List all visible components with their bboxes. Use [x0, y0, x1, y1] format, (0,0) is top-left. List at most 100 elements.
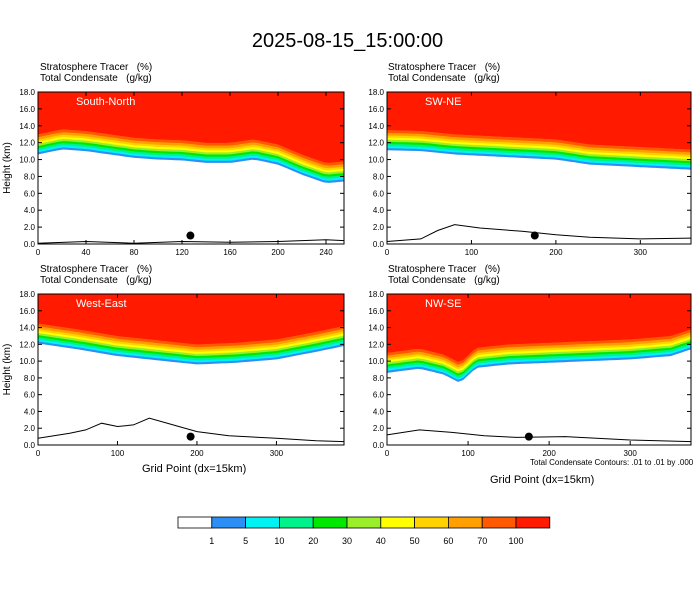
panel-label: NW-SE	[425, 298, 461, 310]
x-tick-label: 300	[624, 449, 638, 458]
x-tick-label: 200	[190, 449, 204, 458]
panel-label: South-North	[76, 96, 135, 108]
tracer-core	[387, 294, 691, 362]
colorbar-label: 50	[410, 536, 420, 546]
plot-frame	[37, 293, 345, 446]
colorbar-label: 20	[308, 536, 318, 546]
colorbar-label: 60	[443, 536, 453, 546]
terrain-line	[37, 417, 345, 443]
panel-label: SW-NE	[425, 96, 461, 108]
y-axis-label: Height (km)	[2, 344, 13, 396]
contour-footnote: Total Condensate Contours: .01 to .01 by…	[530, 458, 694, 467]
y-tick-label: 10.0	[368, 156, 384, 165]
plot-frame	[386, 293, 692, 446]
y-tick-label: 0.0	[24, 441, 36, 450]
main-title: 2025-08-15_15:00:00	[251, 30, 444, 52]
x-tick-label: 100	[111, 449, 125, 458]
y-axis-label: Height (km)	[2, 142, 13, 194]
x-tick-label: 200	[271, 248, 285, 257]
colorbar-label: 100	[508, 536, 523, 546]
x-tick-label: 100	[465, 248, 479, 257]
x-tick-label: 200	[542, 449, 556, 458]
y-tick-label: 8.0	[373, 374, 385, 383]
x-tick-label: 0	[385, 248, 390, 257]
y-tick-label: 8.0	[373, 172, 385, 181]
y-tick-label: 18.0	[368, 290, 384, 299]
tracer-core	[38, 294, 344, 345]
y-tick-label: 14.0	[19, 324, 35, 333]
section-marker	[530, 231, 539, 240]
colorbar-swatch	[515, 516, 551, 529]
x-tick-label: 100	[461, 449, 475, 458]
y-tick-label: 4.0	[24, 407, 36, 416]
caption-condensate: Total Condensate (g/kg)	[40, 73, 152, 84]
y-tick-label: 8.0	[24, 172, 36, 181]
y-tick-label: 6.0	[24, 391, 36, 400]
x-tick-label: 300	[634, 248, 648, 257]
colorbar-label: 70	[477, 536, 487, 546]
y-tick-label: 18.0	[19, 88, 35, 97]
colorbar-swatch	[414, 516, 449, 529]
x-tick-label: 80	[130, 248, 139, 257]
colorbar-label: 30	[342, 536, 352, 546]
colorbar: 1 5 10 20 30 40 50 60 70 100	[177, 516, 551, 546]
x-axis-label: Grid Point (dx=15km)	[490, 474, 595, 486]
y-tick-label: 2.0	[24, 424, 36, 433]
colorbar-label: 5	[243, 536, 248, 546]
plot-frame	[386, 91, 692, 245]
y-tick-label: 16.0	[368, 105, 384, 114]
x-axis-label: Grid Point (dx=15km)	[142, 463, 247, 475]
y-tick-label: 12.0	[19, 139, 35, 148]
section-marker	[186, 231, 195, 240]
y-tick-label: 0.0	[24, 240, 36, 249]
x-tick-label: 240	[319, 248, 333, 257]
caption-condensate: Total Condensate (g/kg)	[388, 73, 500, 84]
colorbar-swatch	[447, 516, 483, 529]
y-tick-label: 8.0	[24, 374, 36, 383]
tracer-core	[38, 92, 344, 163]
y-tick-label: 10.0	[19, 156, 35, 165]
y-tick-label: 14.0	[368, 122, 384, 131]
caption-condensate: Total Condensate (g/kg)	[388, 275, 500, 286]
y-tick-label: 16.0	[368, 307, 384, 316]
y-tick-label: 14.0	[19, 122, 35, 131]
plot-frame	[37, 91, 345, 245]
terrain-line	[386, 224, 692, 242]
colorbar-swatch	[278, 516, 314, 529]
x-tick-label: 300	[270, 449, 284, 458]
plot-2: West-East 0.0 2.0 4.0 6.0 8.0 10.0 12.0 14.0 16.0…	[2, 290, 345, 458]
y-tick-label: 4.0	[373, 206, 385, 215]
caption-tracer: Stratosphere Tracer (%)	[40, 264, 153, 275]
y-tick-label: 18.0	[368, 88, 384, 97]
y-tick-label: 4.0	[373, 407, 385, 416]
y-tick-label: 6.0	[373, 391, 385, 400]
y-tick-label: 0.0	[373, 441, 385, 450]
caption-tracer: Stratosphere Tracer (%)	[40, 62, 153, 73]
y-tick-label: 2.0	[373, 424, 385, 433]
colorbar-swatch	[211, 516, 247, 529]
y-tick-label: 2.0	[24, 223, 36, 232]
x-tick-label: 0	[385, 449, 390, 458]
colorbar-label: 1	[209, 536, 214, 546]
caption-tracer: Stratosphere Tracer (%)	[388, 264, 501, 275]
y-tick-label: 16.0	[19, 307, 35, 316]
terrain-line	[386, 429, 692, 443]
x-tick-label: 160	[223, 248, 237, 257]
y-tick-label: 16.0	[19, 105, 35, 114]
colorbar-swatch	[380, 516, 415, 529]
colorbar-swatch	[481, 516, 517, 529]
x-tick-label: 0	[36, 248, 41, 257]
panel-label: West-East	[76, 298, 127, 310]
y-tick-label: 10.0	[368, 357, 384, 366]
section-marker	[524, 432, 533, 441]
y-tick-label: 10.0	[19, 357, 35, 366]
x-tick-label: 40	[82, 248, 91, 257]
plot-3: NW-SE 0.0 2.0 4.0 6.0 8.0 10.0 12.0 14.0 16.0 18.0…	[368, 290, 692, 458]
y-tick-label: 14.0	[368, 324, 384, 333]
y-tick-label: 0.0	[373, 240, 385, 249]
terrain-line	[37, 239, 345, 244]
plot-0: South-North 0.0 2.0 4.0 6.0 8.0 10.0 12.0 14.0 16…	[2, 88, 345, 257]
colorbar-swatch	[177, 516, 213, 529]
y-tick-label: 12.0	[368, 340, 384, 349]
